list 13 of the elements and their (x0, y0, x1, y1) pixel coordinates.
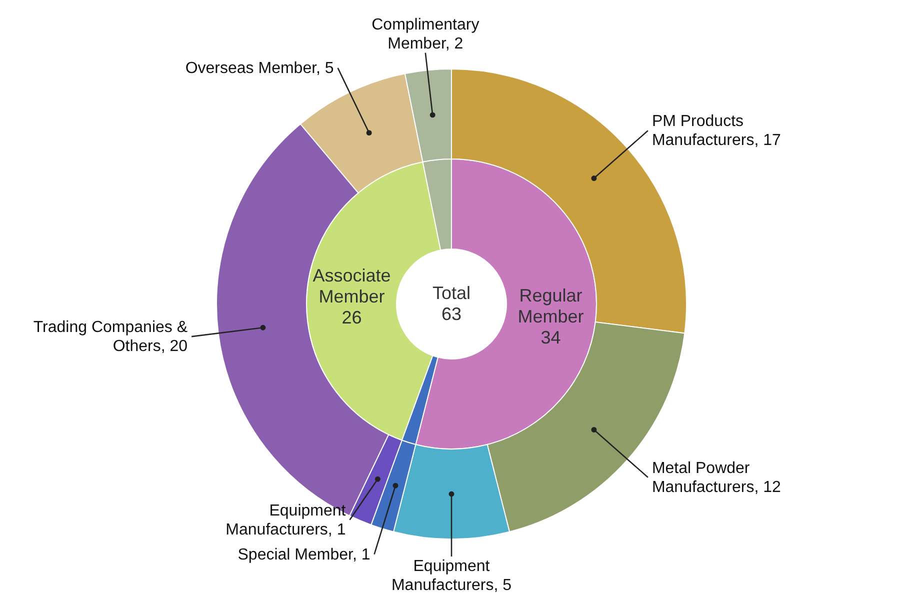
slice-label: Metal Powder Manufacturers, 12 (652, 460, 781, 496)
data-label: 26 (342, 308, 362, 328)
slice-label: Regular Member (518, 285, 584, 326)
slice-label: Associate Member (312, 266, 391, 307)
slice-label: Equipment Manufacturers, 5 (391, 558, 512, 594)
slice-label: PM Products Manufacturers, 17 (652, 113, 781, 150)
slice-label: Equipment Manufacturers, 1 (226, 502, 346, 538)
slice-label: Trading Companies & Others, 20 (33, 319, 188, 356)
slice-label: Overseas Member, 5 (185, 60, 334, 77)
slice-label: Special Member, 1 (238, 546, 370, 564)
slice-label: Complimentary Member, 2 (372, 16, 480, 52)
data-label: 34 (540, 327, 561, 348)
text: Total 63 (432, 283, 471, 324)
